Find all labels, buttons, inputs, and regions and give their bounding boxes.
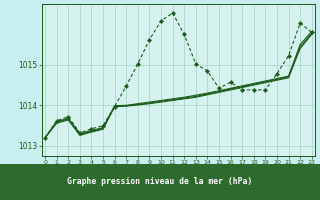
Text: Graphe pression niveau de la mer (hPa): Graphe pression niveau de la mer (hPa) [68,178,252,186]
